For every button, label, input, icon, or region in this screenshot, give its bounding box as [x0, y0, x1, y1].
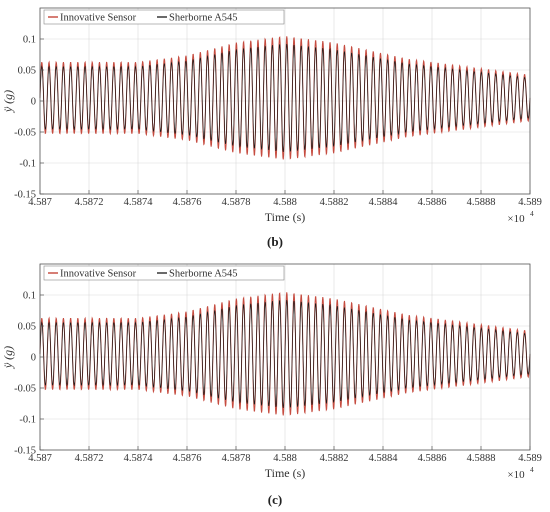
y-tick-label: 0.1 [23, 35, 36, 46]
x-tick-label: 4.589 [518, 453, 542, 464]
y-tick-label: -0.15 [14, 446, 36, 457]
y-axis: -0.15 -0.1 -0.05 0 0.05 0.1 [14, 291, 44, 457]
x-tick-label: 4.5882 [320, 197, 349, 208]
y-tick-label: -0.15 [14, 190, 36, 201]
panel-label-c: (c) [267, 492, 283, 507]
x-tick-label: 4.5874 [124, 197, 154, 208]
x-tick-label: 4.5878 [222, 453, 251, 464]
series-group [39, 292, 531, 416]
x-tick-label: 4.587 [28, 197, 52, 208]
x-tick-label: 4.5882 [320, 453, 349, 464]
x-tick-label: 4.5874 [124, 453, 154, 464]
x-axis: 4.587 4.5872 4.5874 4.5876 4.5878 4.588 4.5882… [28, 190, 542, 208]
y-tick-label: 0 [31, 97, 36, 108]
series-line-sherborne-a545 [39, 299, 531, 408]
x-tick-label: 4.5876 [173, 453, 202, 464]
x-tick-label: 4.587 [28, 453, 52, 464]
y-axis-label: ÿ (g) [1, 346, 15, 369]
chart-panel-c: 4.587 4.5872 4.5874 4.5876 4.5878 4.588 4.5882… [0, 256, 550, 512]
y-tick-label: 0.1 [23, 291, 36, 302]
chart-panel-b: 4.587 4.5872 4.5874 4.5876 4.5878 4.588 4.5882… [1, 7, 542, 225]
legend-label: Sherborne A545 [169, 13, 238, 24]
x-tick-label: 4.5888 [467, 453, 496, 464]
x-tick-label: 4.588 [273, 453, 297, 464]
x-axis-label: Time (s) [265, 210, 306, 224]
y-tick-label: 0.05 [18, 322, 36, 333]
y-tick-label: 0 [31, 353, 36, 364]
legend-label: Innovative Sensor [60, 13, 137, 24]
y-axis: -0.15 -0.1 -0.05 0 0.05 0.1 [14, 35, 44, 201]
x-axis-multiplier: ×10 [507, 469, 525, 481]
y-tick-label: -0.05 [14, 384, 36, 395]
x-axis-multiplier-exponent: 4 [530, 465, 534, 474]
legend: Innovative Sensor Sherborne A545 [43, 265, 285, 281]
x-tick-label: 4.589 [518, 197, 542, 208]
x-tick-label: 4.5884 [369, 453, 399, 464]
x-tick-label: 4.5878 [222, 197, 251, 208]
y-tick-label: 0.05 [18, 66, 36, 77]
x-tick-label: 4.5876 [173, 197, 202, 208]
chart-c: 4.587 4.5872 4.5874 4.5876 4.5878 4.588 4.5882… [1, 263, 542, 481]
legend-label: Sherborne A545 [169, 269, 238, 280]
x-tick-label: 4.5886 [418, 453, 447, 464]
series-group [39, 36, 531, 160]
chart-b: 4.587 4.5872 4.5874 4.5876 4.5878 4.588 4.5882… [1, 7, 542, 225]
x-axis-label: Time (s) [265, 466, 306, 480]
legend-label: Innovative Sensor [60, 269, 137, 280]
x-axis-multiplier: ×10 [507, 213, 525, 225]
x-tick-label: 4.5886 [418, 197, 447, 208]
y-tick-label: -0.1 [19, 415, 36, 426]
y-tick-label: -0.1 [19, 159, 36, 170]
panel-label-b: (b) [267, 234, 283, 249]
y-axis-label: ÿ (g) [1, 90, 15, 113]
legend: Innovative Sensor Sherborne A545 [43, 9, 285, 25]
x-tick-label: 4.5888 [467, 197, 496, 208]
y-tick-label: -0.05 [14, 128, 36, 139]
series-line-sherborne-a545 [39, 43, 531, 152]
x-tick-label: 4.588 [273, 197, 297, 208]
x-tick-label: 4.5884 [369, 197, 399, 208]
x-axis: 4.587 4.5872 4.5874 4.5876 4.5878 4.588 4.5882… [28, 446, 542, 464]
x-tick-label: 4.5872 [75, 197, 104, 208]
x-tick-label: 4.5872 [75, 453, 104, 464]
x-axis-multiplier-exponent: 4 [530, 209, 534, 218]
